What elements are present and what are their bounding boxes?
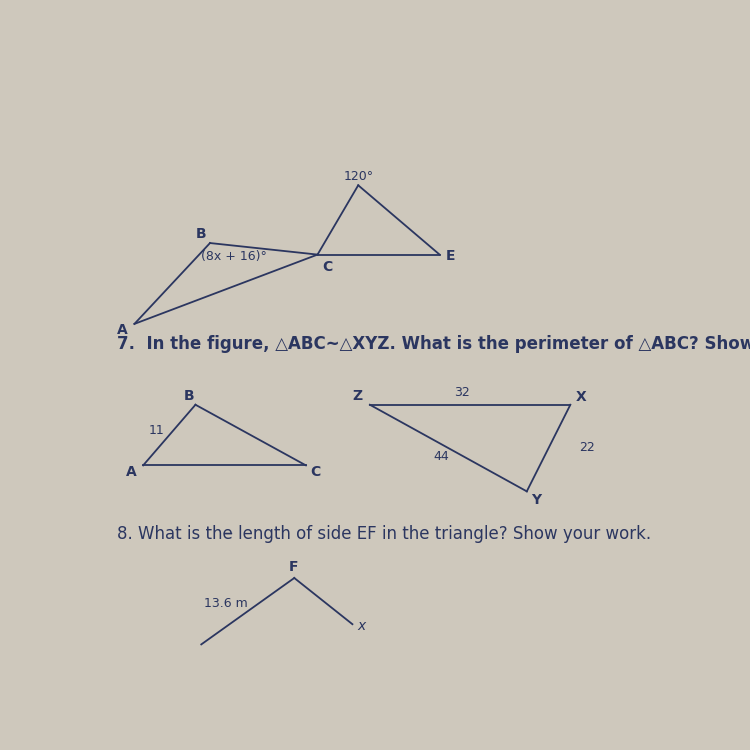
Text: 8. What is the length of side EF in the triangle? Show your work.: 8. What is the length of side EF in the … <box>117 525 651 543</box>
Text: C: C <box>310 465 321 478</box>
Text: A: A <box>117 323 128 338</box>
Text: X: X <box>576 390 587 404</box>
Text: A: A <box>126 465 136 478</box>
Text: F: F <box>289 560 298 574</box>
Text: x: x <box>357 619 365 633</box>
Text: (8x + 16)°: (8x + 16)° <box>201 251 267 263</box>
Text: C: C <box>322 260 332 274</box>
Text: 11: 11 <box>149 424 165 436</box>
Text: 13.6 m: 13.6 m <box>204 597 248 610</box>
Text: Z: Z <box>352 389 362 403</box>
Text: 7.  In the figure, △ABC~△XYZ. What is the perimeter of △ABC? Show your work.: 7. In the figure, △ABC~△XYZ. What is the… <box>117 334 750 352</box>
Text: Y: Y <box>532 493 542 507</box>
Text: B: B <box>196 227 206 242</box>
Text: 120°: 120° <box>344 170 374 182</box>
Text: B: B <box>184 389 194 403</box>
Text: 22: 22 <box>579 441 595 454</box>
Text: E: E <box>446 249 455 263</box>
Text: 44: 44 <box>433 449 449 463</box>
Text: 32: 32 <box>454 386 470 399</box>
